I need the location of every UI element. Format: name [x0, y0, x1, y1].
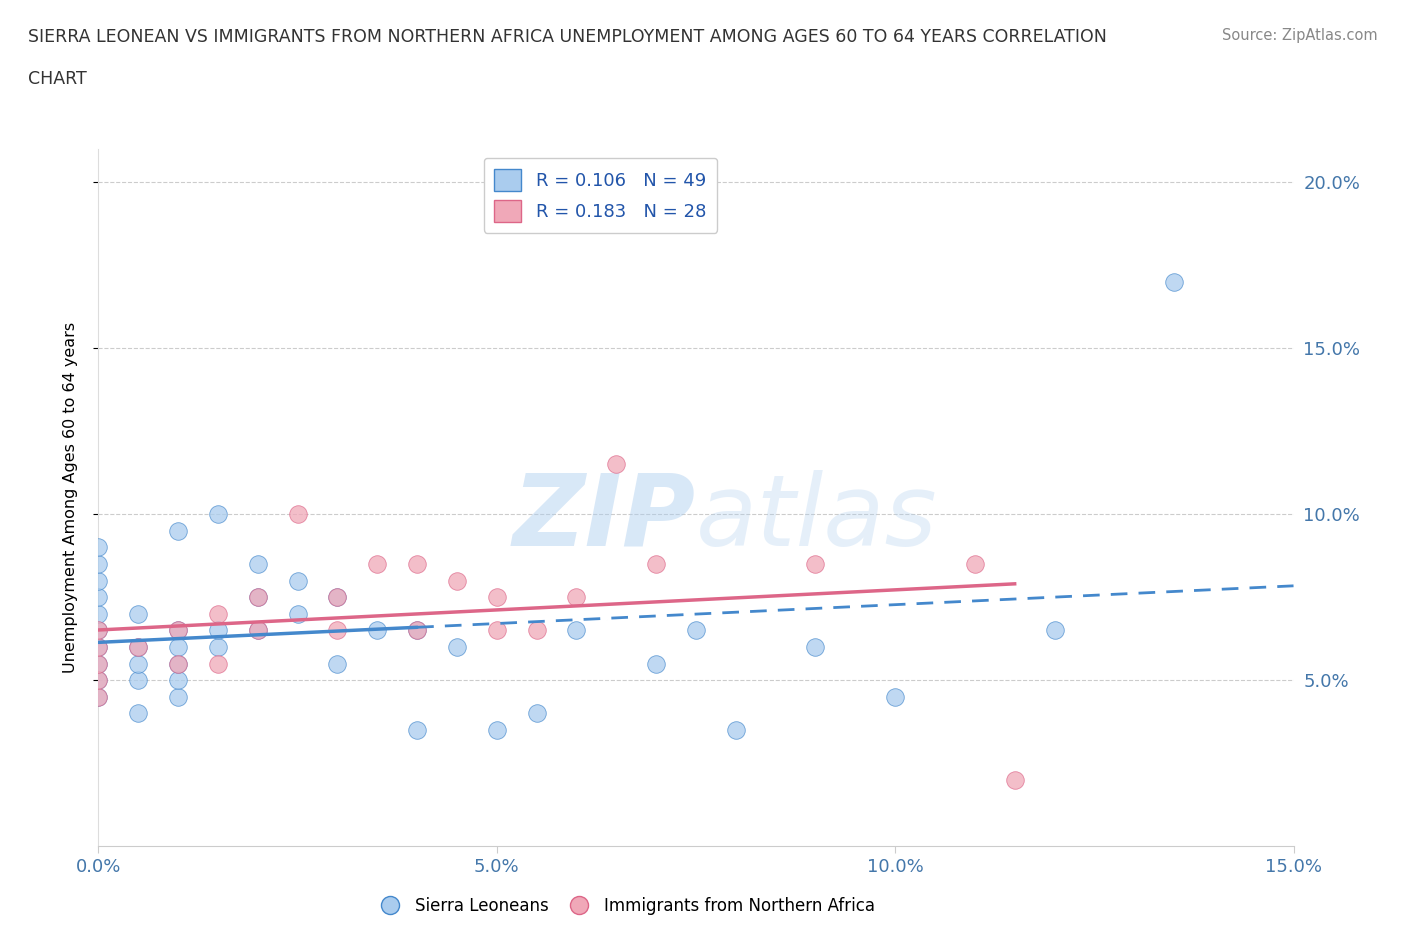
Point: [565, 623, 588, 638]
Point: [366, 623, 388, 638]
Text: Source: ZipAtlas.com: Source: ZipAtlas.com: [1222, 28, 1378, 43]
Point: [87, 672, 110, 687]
Point: [287, 573, 309, 588]
Point: [287, 507, 309, 522]
Point: [167, 640, 190, 655]
Point: [685, 623, 707, 638]
Point: [326, 590, 349, 604]
Y-axis label: Unemployment Among Ages 60 to 64 years: Unemployment Among Ages 60 to 64 years: [63, 322, 77, 673]
Point: [207, 657, 229, 671]
Point: [167, 524, 190, 538]
Point: [246, 623, 269, 638]
Point: [87, 689, 110, 704]
Point: [565, 590, 588, 604]
Point: [406, 723, 429, 737]
Point: [1043, 623, 1066, 638]
Point: [87, 590, 110, 604]
Point: [406, 556, 429, 571]
Point: [87, 623, 110, 638]
Point: [127, 657, 149, 671]
Point: [485, 590, 508, 604]
Point: [526, 623, 548, 638]
Point: [167, 672, 190, 687]
Point: [87, 640, 110, 655]
Point: [87, 672, 110, 687]
Point: [246, 590, 269, 604]
Point: [326, 590, 349, 604]
Point: [1163, 274, 1185, 289]
Point: [645, 556, 668, 571]
Point: [167, 689, 190, 704]
Point: [485, 623, 508, 638]
Point: [884, 689, 907, 704]
Point: [326, 657, 349, 671]
Point: [127, 640, 149, 655]
Point: [87, 657, 110, 671]
Point: [87, 689, 110, 704]
Point: [326, 623, 349, 638]
Point: [87, 556, 110, 571]
Point: [87, 540, 110, 555]
Point: [246, 590, 269, 604]
Point: [366, 556, 388, 571]
Point: [87, 640, 110, 655]
Text: SIERRA LEONEAN VS IMMIGRANTS FROM NORTHERN AFRICA UNEMPLOYMENT AMONG AGES 60 TO : SIERRA LEONEAN VS IMMIGRANTS FROM NORTHE…: [28, 28, 1107, 46]
Point: [87, 657, 110, 671]
Point: [526, 706, 548, 721]
Point: [406, 623, 429, 638]
Point: [167, 623, 190, 638]
Point: [167, 623, 190, 638]
Point: [127, 640, 149, 655]
Point: [167, 657, 190, 671]
Point: [127, 606, 149, 621]
Point: [87, 606, 110, 621]
Point: [207, 507, 229, 522]
Point: [167, 657, 190, 671]
Text: CHART: CHART: [28, 70, 87, 87]
Point: [127, 672, 149, 687]
Point: [645, 657, 668, 671]
Point: [246, 623, 269, 638]
Legend: Sierra Leoneans, Immigrants from Northern Africa: Sierra Leoneans, Immigrants from Norther…: [367, 890, 882, 922]
Point: [287, 606, 309, 621]
Point: [246, 556, 269, 571]
Point: [207, 606, 229, 621]
Text: atlas: atlas: [696, 470, 938, 567]
Point: [724, 723, 747, 737]
Text: ZIP: ZIP: [513, 470, 696, 567]
Point: [804, 640, 827, 655]
Point: [1004, 773, 1026, 788]
Point: [87, 573, 110, 588]
Point: [485, 723, 508, 737]
Point: [446, 573, 468, 588]
Point: [207, 640, 229, 655]
Point: [406, 623, 429, 638]
Point: [207, 623, 229, 638]
Point: [127, 706, 149, 721]
Point: [605, 457, 627, 472]
Point: [87, 623, 110, 638]
Point: [446, 640, 468, 655]
Point: [963, 556, 986, 571]
Point: [804, 556, 827, 571]
